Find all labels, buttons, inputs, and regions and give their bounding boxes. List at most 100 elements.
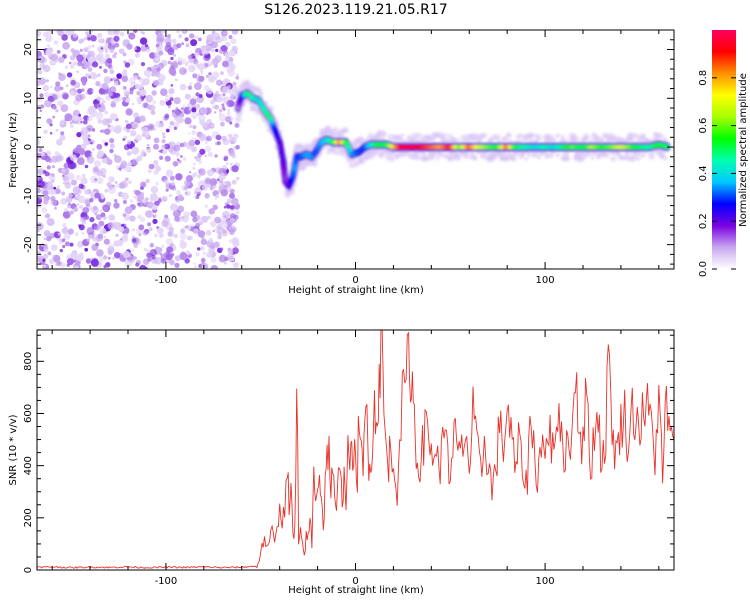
noise-blob	[51, 53, 59, 62]
noise-blob	[152, 100, 157, 105]
noise-blob	[92, 148, 95, 151]
noise-blob	[40, 152, 46, 157]
ridge-halo	[549, 154, 554, 159]
y-tick-label: 200	[23, 508, 34, 527]
noise-blob	[89, 198, 94, 203]
ridge-halo	[234, 116, 242, 123]
noise-blob	[43, 129, 48, 135]
noise-blob	[37, 152, 42, 158]
noise-blob	[61, 227, 69, 234]
noise-blob	[155, 56, 161, 62]
noise-blob	[79, 117, 83, 121]
noise-blob	[129, 90, 134, 95]
noise-blob	[122, 233, 129, 239]
noise-blob	[194, 52, 200, 58]
noise-blob	[86, 227, 95, 235]
noise-blob	[80, 177, 88, 185]
ridge-halo	[515, 153, 519, 157]
noise-blob	[180, 155, 183, 158]
noise-blob	[227, 248, 234, 255]
noise-blob	[91, 243, 99, 251]
noise-blob	[122, 52, 127, 57]
noise-blob	[64, 181, 72, 189]
noise-blob	[188, 171, 192, 174]
noise-blob	[56, 138, 63, 145]
noise-blob	[150, 186, 159, 194]
noise-blob	[213, 241, 220, 248]
noise-blob	[197, 174, 201, 179]
noise-blob	[46, 183, 52, 189]
noise-blob	[76, 70, 80, 73]
noise-blob	[44, 248, 48, 253]
ridge-halo	[389, 155, 396, 162]
noise-blob	[64, 65, 69, 70]
noise-blob	[197, 112, 201, 116]
noise-blob	[118, 167, 122, 171]
noise-blob	[189, 98, 197, 106]
noise-blob	[203, 46, 208, 51]
noise-blob	[41, 207, 48, 214]
noise-blob	[54, 151, 60, 157]
noise-blob	[199, 161, 202, 164]
noise-blob	[195, 103, 201, 109]
noise-blob	[77, 195, 86, 204]
noise-blob	[138, 77, 144, 83]
noise-blob	[164, 98, 169, 102]
noise-blob	[40, 246, 44, 250]
noise-blob	[115, 183, 121, 189]
spectrogram-xlabel: Height of straight line (km)	[288, 285, 424, 296]
ridge-halo	[352, 158, 357, 163]
ridge-halo	[376, 129, 383, 137]
noise-blob	[214, 197, 217, 200]
noise-blob	[144, 231, 149, 235]
noise-blob	[95, 81, 101, 87]
noise-blob	[227, 69, 235, 77]
y-tick-label: 10	[23, 92, 34, 105]
noise-blob	[134, 52, 140, 58]
noise-blob	[186, 226, 191, 231]
noise-blob	[79, 48, 83, 53]
noise-blob	[42, 170, 47, 174]
noise-blob	[194, 82, 202, 91]
noise-blob	[206, 88, 213, 95]
noise-blob	[194, 187, 202, 195]
noise-blob	[180, 58, 187, 65]
noise-blob	[39, 109, 42, 112]
noise-blob	[199, 119, 205, 126]
noise-blob	[75, 94, 83, 102]
noise-blob	[151, 254, 156, 260]
noise-blob	[97, 150, 104, 158]
noise-blob	[227, 108, 230, 112]
y-tick-label: 800	[23, 352, 34, 371]
noise-blob	[105, 95, 111, 101]
noise-blob	[150, 110, 156, 115]
noise-blob	[198, 168, 206, 176]
noise-blob	[68, 193, 73, 198]
noise-blob	[172, 186, 177, 191]
noise-blob	[218, 108, 223, 113]
noise-blob	[91, 206, 99, 214]
noise-blob	[154, 256, 162, 265]
noise-blob	[94, 192, 101, 199]
ridge-halo	[258, 90, 264, 95]
noise-blob	[147, 123, 155, 131]
noise-blob	[79, 205, 83, 209]
colorbar-tick-label: 0.4	[698, 165, 709, 181]
noise-blob	[122, 86, 126, 90]
noise-blob	[153, 213, 158, 218]
noise-blob	[77, 88, 82, 94]
noise-blob	[94, 74, 98, 78]
noise-blob	[62, 222, 67, 228]
noise-blob	[146, 148, 152, 153]
noise-blob	[37, 250, 41, 255]
noise-blob	[229, 49, 237, 57]
noise-blob	[89, 109, 98, 118]
noise-blob	[219, 220, 228, 229]
noise-blob	[76, 54, 84, 62]
noise-blob	[176, 158, 180, 161]
noise-blob	[94, 212, 98, 216]
noise-blob	[214, 32, 218, 36]
noise-blob	[113, 35, 120, 42]
noise-blob	[114, 199, 118, 203]
noise-blob	[52, 254, 55, 258]
